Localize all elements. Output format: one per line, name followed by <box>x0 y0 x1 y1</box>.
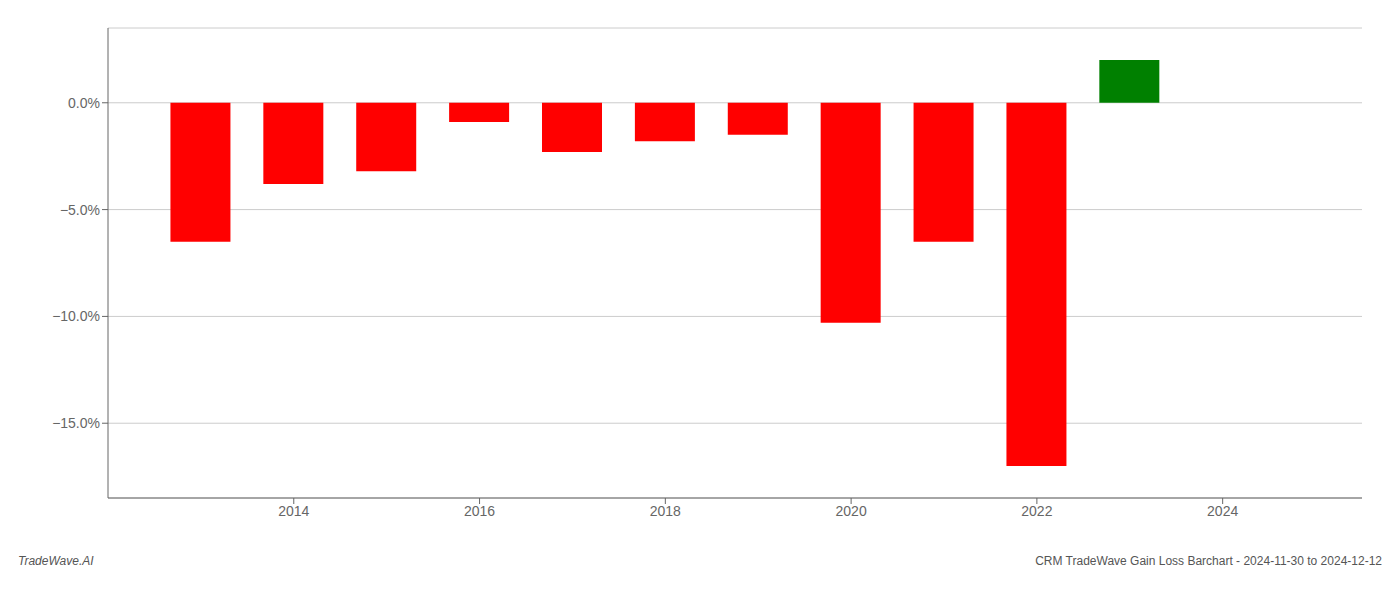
svg-text:2020: 2020 <box>836 503 867 519</box>
svg-text:−10.0%: −10.0% <box>52 308 100 324</box>
svg-text:2022: 2022 <box>1021 503 1052 519</box>
svg-text:−15.0%: −15.0% <box>52 415 100 431</box>
svg-text:−5.0%: −5.0% <box>60 202 100 218</box>
html-text:CRM TradeWave Gain Loss Barcha: CRM TradeWave Gain Loss Barchart - 2024-… <box>1035 554 1382 568</box>
html-text:TradeWave.AI: TradeWave.AI <box>18 554 94 568</box>
svg-text:2018: 2018 <box>650 503 681 519</box>
svg-text:2024: 2024 <box>1207 503 1238 519</box>
svg-text:0.0%: 0.0% <box>68 95 100 111</box>
svg-text:2016: 2016 <box>464 503 495 519</box>
svg-text:2014: 2014 <box>278 503 309 519</box>
